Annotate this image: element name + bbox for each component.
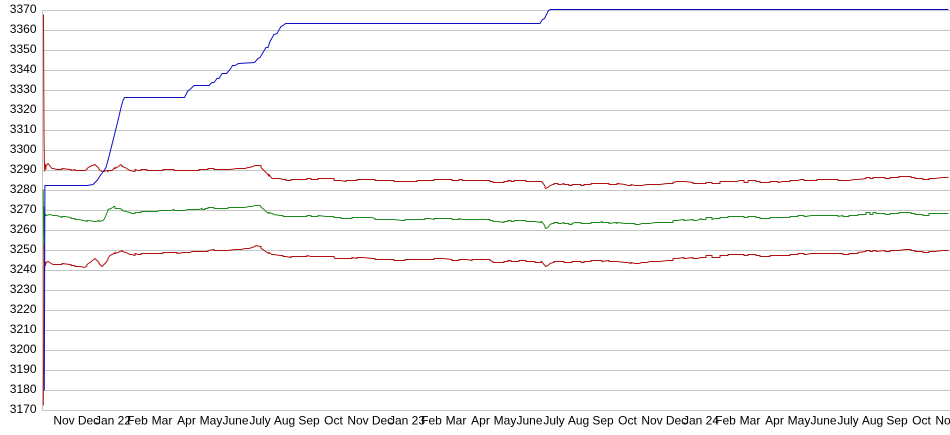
svg-text:3330: 3330: [10, 82, 37, 96]
svg-text:3230: 3230: [10, 282, 37, 296]
svg-text:3290: 3290: [10, 162, 37, 176]
svg-text:Nov: Nov: [347, 414, 368, 428]
svg-text:3310: 3310: [10, 122, 37, 136]
svg-text:3190: 3190: [10, 362, 37, 376]
svg-text:Dec: Dec: [372, 414, 393, 428]
svg-text:Oct: Oct: [912, 414, 931, 428]
svg-text:3280: 3280: [10, 182, 37, 196]
svg-text:3300: 3300: [10, 142, 37, 156]
svg-text:Jan 22: Jan 22: [95, 414, 131, 428]
svg-text:3180: 3180: [10, 382, 37, 396]
svg-text:Jan 23: Jan 23: [389, 414, 425, 428]
svg-text:3220: 3220: [10, 302, 37, 316]
svg-text:Feb: Feb: [421, 414, 442, 428]
svg-text:Mar: Mar: [446, 414, 467, 428]
svg-text:Oct: Oct: [618, 414, 637, 428]
svg-text:July: July: [543, 414, 564, 428]
svg-text:3270: 3270: [10, 202, 37, 216]
svg-text:Dec: Dec: [666, 414, 687, 428]
svg-text:3340: 3340: [10, 62, 37, 76]
svg-text:Oct: Oct: [324, 414, 343, 428]
svg-text:Sep: Sep: [298, 414, 320, 428]
svg-text:Apr: Apr: [765, 414, 784, 428]
svg-text:Apr: Apr: [177, 414, 196, 428]
svg-text:May: May: [788, 414, 811, 428]
svg-text:3320: 3320: [10, 102, 37, 116]
svg-text:3350: 3350: [10, 42, 37, 56]
svg-text:Mar: Mar: [152, 414, 173, 428]
svg-text:May: May: [200, 414, 223, 428]
svg-text:Aug: Aug: [274, 414, 295, 428]
svg-text:Feb: Feb: [127, 414, 148, 428]
svg-text:June: June: [516, 414, 542, 428]
svg-text:Jan 24: Jan 24: [683, 414, 719, 428]
svg-text:July: July: [837, 414, 858, 428]
svg-text:Aug: Aug: [568, 414, 589, 428]
svg-text:3260: 3260: [10, 222, 37, 236]
svg-text:3370: 3370: [10, 2, 37, 16]
svg-text:June: June: [810, 414, 836, 428]
svg-text:Feb: Feb: [715, 414, 736, 428]
svg-text:3250: 3250: [10, 242, 37, 256]
svg-text:3360: 3360: [10, 22, 37, 36]
svg-text:Dec: Dec: [78, 414, 99, 428]
svg-text:Sep: Sep: [886, 414, 908, 428]
svg-text:May: May: [494, 414, 517, 428]
svg-text:June: June: [222, 414, 248, 428]
svg-text:Nov: Nov: [935, 414, 950, 428]
svg-text:3240: 3240: [10, 262, 37, 276]
svg-text:3210: 3210: [10, 322, 37, 336]
svg-text:Apr: Apr: [471, 414, 490, 428]
svg-text:Mar: Mar: [740, 414, 761, 428]
svg-text:Aug: Aug: [862, 414, 883, 428]
svg-text:July: July: [249, 414, 270, 428]
svg-text:3200: 3200: [10, 342, 37, 356]
svg-text:Sep: Sep: [592, 414, 614, 428]
svg-text:3170: 3170: [10, 402, 37, 416]
svg-text:Nov: Nov: [641, 414, 662, 428]
svg-text:Nov: Nov: [53, 414, 74, 428]
